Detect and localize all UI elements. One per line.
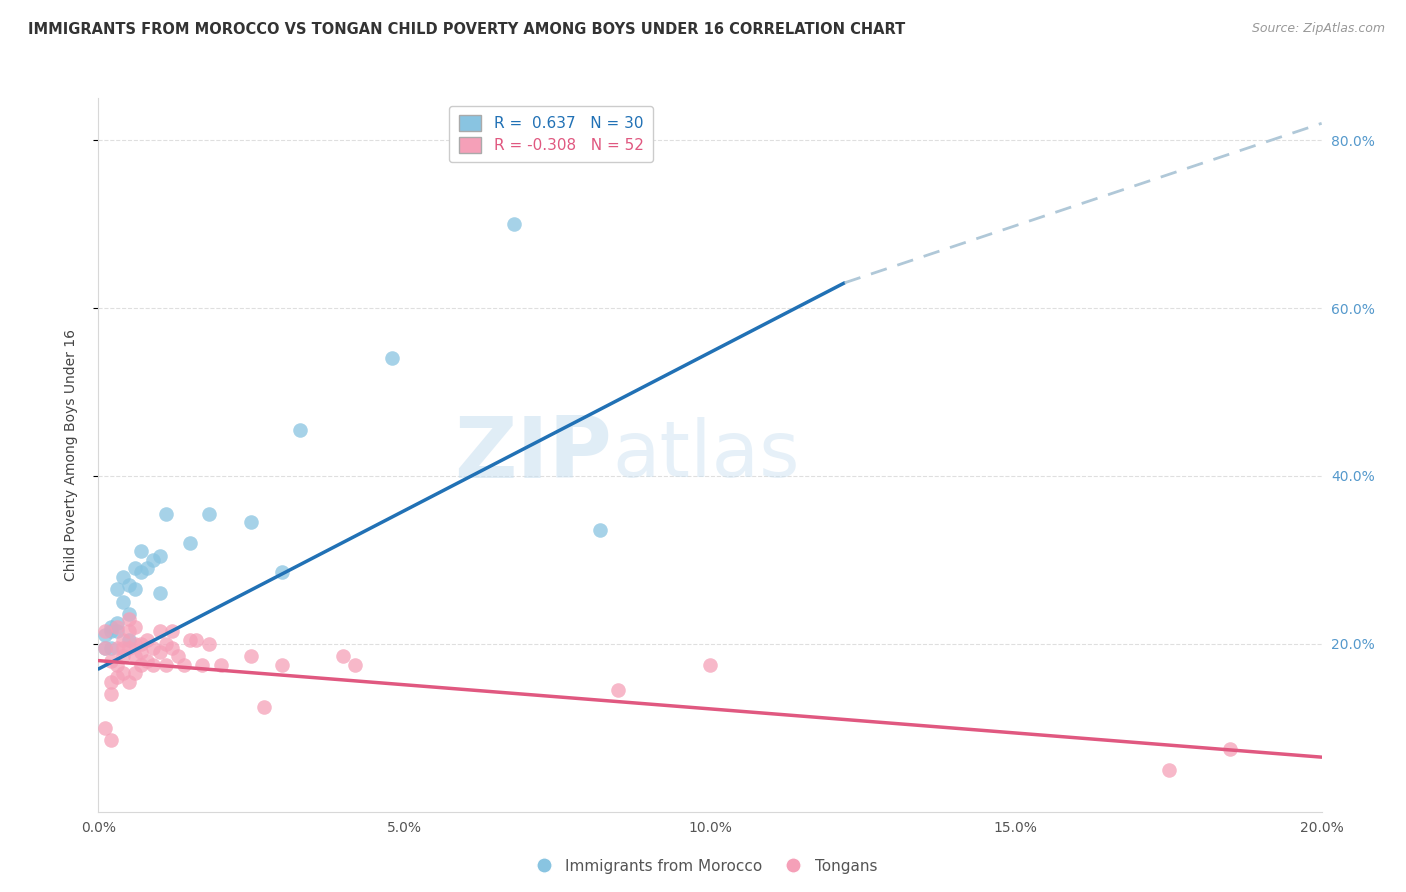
Point bbox=[197, 637, 219, 651]
Point bbox=[191, 657, 214, 672]
Point bbox=[155, 637, 177, 651]
Point bbox=[129, 645, 152, 659]
Point bbox=[93, 640, 115, 655]
Point bbox=[186, 632, 208, 647]
Point bbox=[1219, 741, 1241, 756]
Point bbox=[105, 670, 128, 684]
Point bbox=[118, 607, 141, 622]
Point bbox=[118, 624, 141, 639]
Point bbox=[142, 640, 165, 655]
Point bbox=[209, 657, 232, 672]
Point bbox=[607, 683, 630, 698]
Point bbox=[503, 217, 526, 231]
Text: Source: ZipAtlas.com: Source: ZipAtlas.com bbox=[1251, 22, 1385, 36]
Point bbox=[270, 566, 292, 580]
Y-axis label: Child Poverty Among Boys Under 16: Child Poverty Among Boys Under 16 bbox=[63, 329, 77, 581]
Point bbox=[136, 561, 159, 575]
Point bbox=[111, 649, 134, 664]
Point bbox=[332, 649, 354, 664]
Text: ZIP: ZIP bbox=[454, 413, 612, 497]
Point bbox=[124, 582, 146, 597]
Point bbox=[118, 632, 141, 647]
Point bbox=[149, 645, 172, 659]
Point bbox=[179, 536, 201, 550]
Point bbox=[118, 640, 141, 655]
Point bbox=[93, 640, 115, 655]
Point bbox=[155, 507, 177, 521]
Point bbox=[155, 657, 177, 672]
Point bbox=[129, 544, 152, 558]
Point bbox=[105, 582, 128, 597]
Point bbox=[100, 624, 122, 639]
Point bbox=[129, 566, 152, 580]
Point bbox=[105, 620, 128, 634]
Point bbox=[344, 657, 367, 672]
Point bbox=[105, 624, 128, 639]
Point bbox=[173, 657, 195, 672]
Point bbox=[1157, 763, 1180, 777]
Legend: R =  0.637   N = 30, R = -0.308   N = 52: R = 0.637 N = 30, R = -0.308 N = 52 bbox=[450, 106, 652, 162]
Point bbox=[124, 637, 146, 651]
Point bbox=[124, 620, 146, 634]
Point bbox=[100, 620, 122, 634]
Text: IMMIGRANTS FROM MOROCCO VS TONGAN CHILD POVERTY AMONG BOYS UNDER 16 CORRELATION : IMMIGRANTS FROM MOROCCO VS TONGAN CHILD … bbox=[28, 22, 905, 37]
Point bbox=[167, 649, 190, 664]
Point bbox=[142, 553, 165, 567]
Point bbox=[124, 649, 146, 664]
Point bbox=[93, 628, 115, 642]
Text: atlas: atlas bbox=[612, 417, 800, 493]
Point bbox=[136, 632, 159, 647]
Point bbox=[129, 637, 152, 651]
Point bbox=[118, 612, 141, 626]
Point bbox=[160, 624, 183, 639]
Point bbox=[270, 657, 292, 672]
Point bbox=[290, 423, 312, 437]
Point bbox=[124, 561, 146, 575]
Point bbox=[100, 733, 122, 747]
Point bbox=[160, 640, 183, 655]
Point bbox=[118, 578, 141, 592]
Point bbox=[105, 640, 128, 655]
Point bbox=[111, 569, 134, 583]
Point bbox=[149, 586, 172, 600]
Point bbox=[93, 721, 115, 735]
Point bbox=[197, 507, 219, 521]
Point bbox=[111, 632, 134, 647]
Point bbox=[100, 640, 122, 655]
Point bbox=[105, 615, 128, 630]
Point bbox=[124, 666, 146, 681]
Point bbox=[93, 624, 115, 639]
Point bbox=[381, 351, 404, 366]
Point bbox=[100, 654, 122, 668]
Point bbox=[111, 666, 134, 681]
Point bbox=[149, 549, 172, 563]
Point bbox=[240, 649, 263, 664]
Point bbox=[111, 595, 134, 609]
Point bbox=[142, 657, 165, 672]
Point bbox=[100, 674, 122, 689]
Point bbox=[252, 699, 274, 714]
Point bbox=[100, 687, 122, 701]
Point bbox=[699, 657, 721, 672]
Point bbox=[129, 657, 152, 672]
Point bbox=[111, 640, 134, 655]
Point bbox=[240, 515, 263, 529]
Point bbox=[136, 654, 159, 668]
Point bbox=[179, 632, 201, 647]
Legend: Immigrants from Morocco, Tongans: Immigrants from Morocco, Tongans bbox=[523, 853, 883, 880]
Point bbox=[589, 524, 612, 538]
Point bbox=[118, 674, 141, 689]
Point bbox=[105, 657, 128, 672]
Point bbox=[149, 624, 172, 639]
